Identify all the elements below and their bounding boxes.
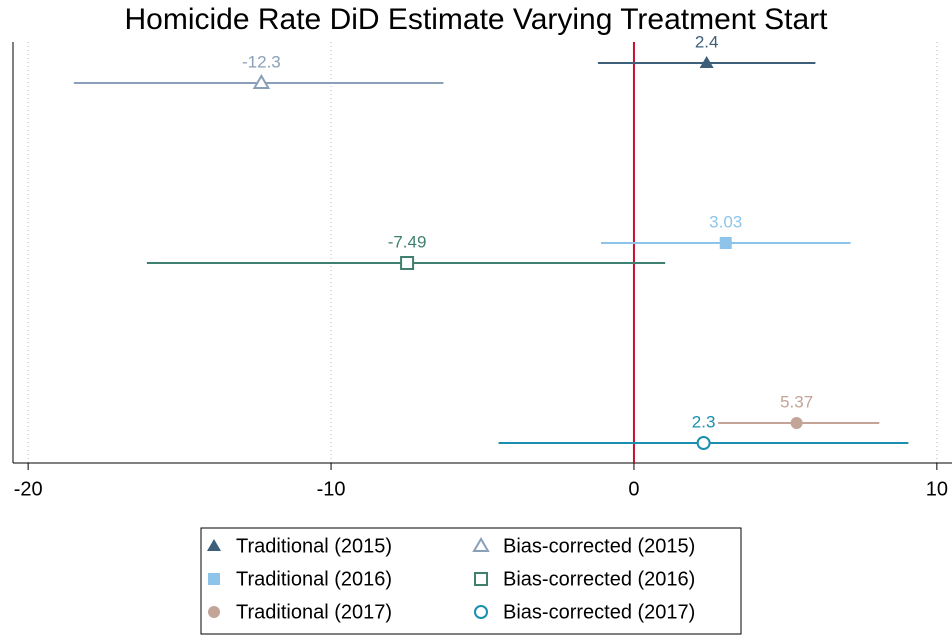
point xyxy=(252,74,271,89)
chart-title: Homicide Rate DiD Estimate Varying Treat… xyxy=(124,3,828,36)
point xyxy=(696,436,711,450)
legend-marker xyxy=(208,606,220,618)
data-label: 5.37 xyxy=(780,392,813,411)
legend-label: Traditional (2016) xyxy=(236,568,392,590)
point xyxy=(400,256,415,270)
x-tick-label: -10 xyxy=(317,478,346,500)
x-tick-label: 0 xyxy=(628,478,639,500)
legend-label: Bias-corrected (2017) xyxy=(503,601,695,623)
x-tick-label: -20 xyxy=(14,478,43,500)
legend-marker xyxy=(208,573,220,585)
x-tick-label: 10 xyxy=(926,478,948,500)
legend-marker xyxy=(207,539,221,551)
legend-label: Traditional (2017) xyxy=(236,601,392,623)
point xyxy=(790,417,803,429)
legend-label: Bias-corrected (2016) xyxy=(503,568,695,590)
point xyxy=(719,237,732,249)
point xyxy=(699,56,714,68)
data-label: 2.4 xyxy=(695,32,719,51)
legend-label: Traditional (2015) xyxy=(236,535,392,557)
data-label: 2.3 xyxy=(692,412,716,431)
legend-marker xyxy=(472,537,490,552)
data-label: -7.49 xyxy=(388,232,427,251)
legend-label: Bias-corrected (2015) xyxy=(503,535,695,557)
legend-marker xyxy=(474,605,488,619)
data-label: 3.03 xyxy=(709,212,742,231)
legend-box xyxy=(200,527,742,635)
data-label: -12.3 xyxy=(242,52,281,71)
legend-marker xyxy=(474,572,488,586)
